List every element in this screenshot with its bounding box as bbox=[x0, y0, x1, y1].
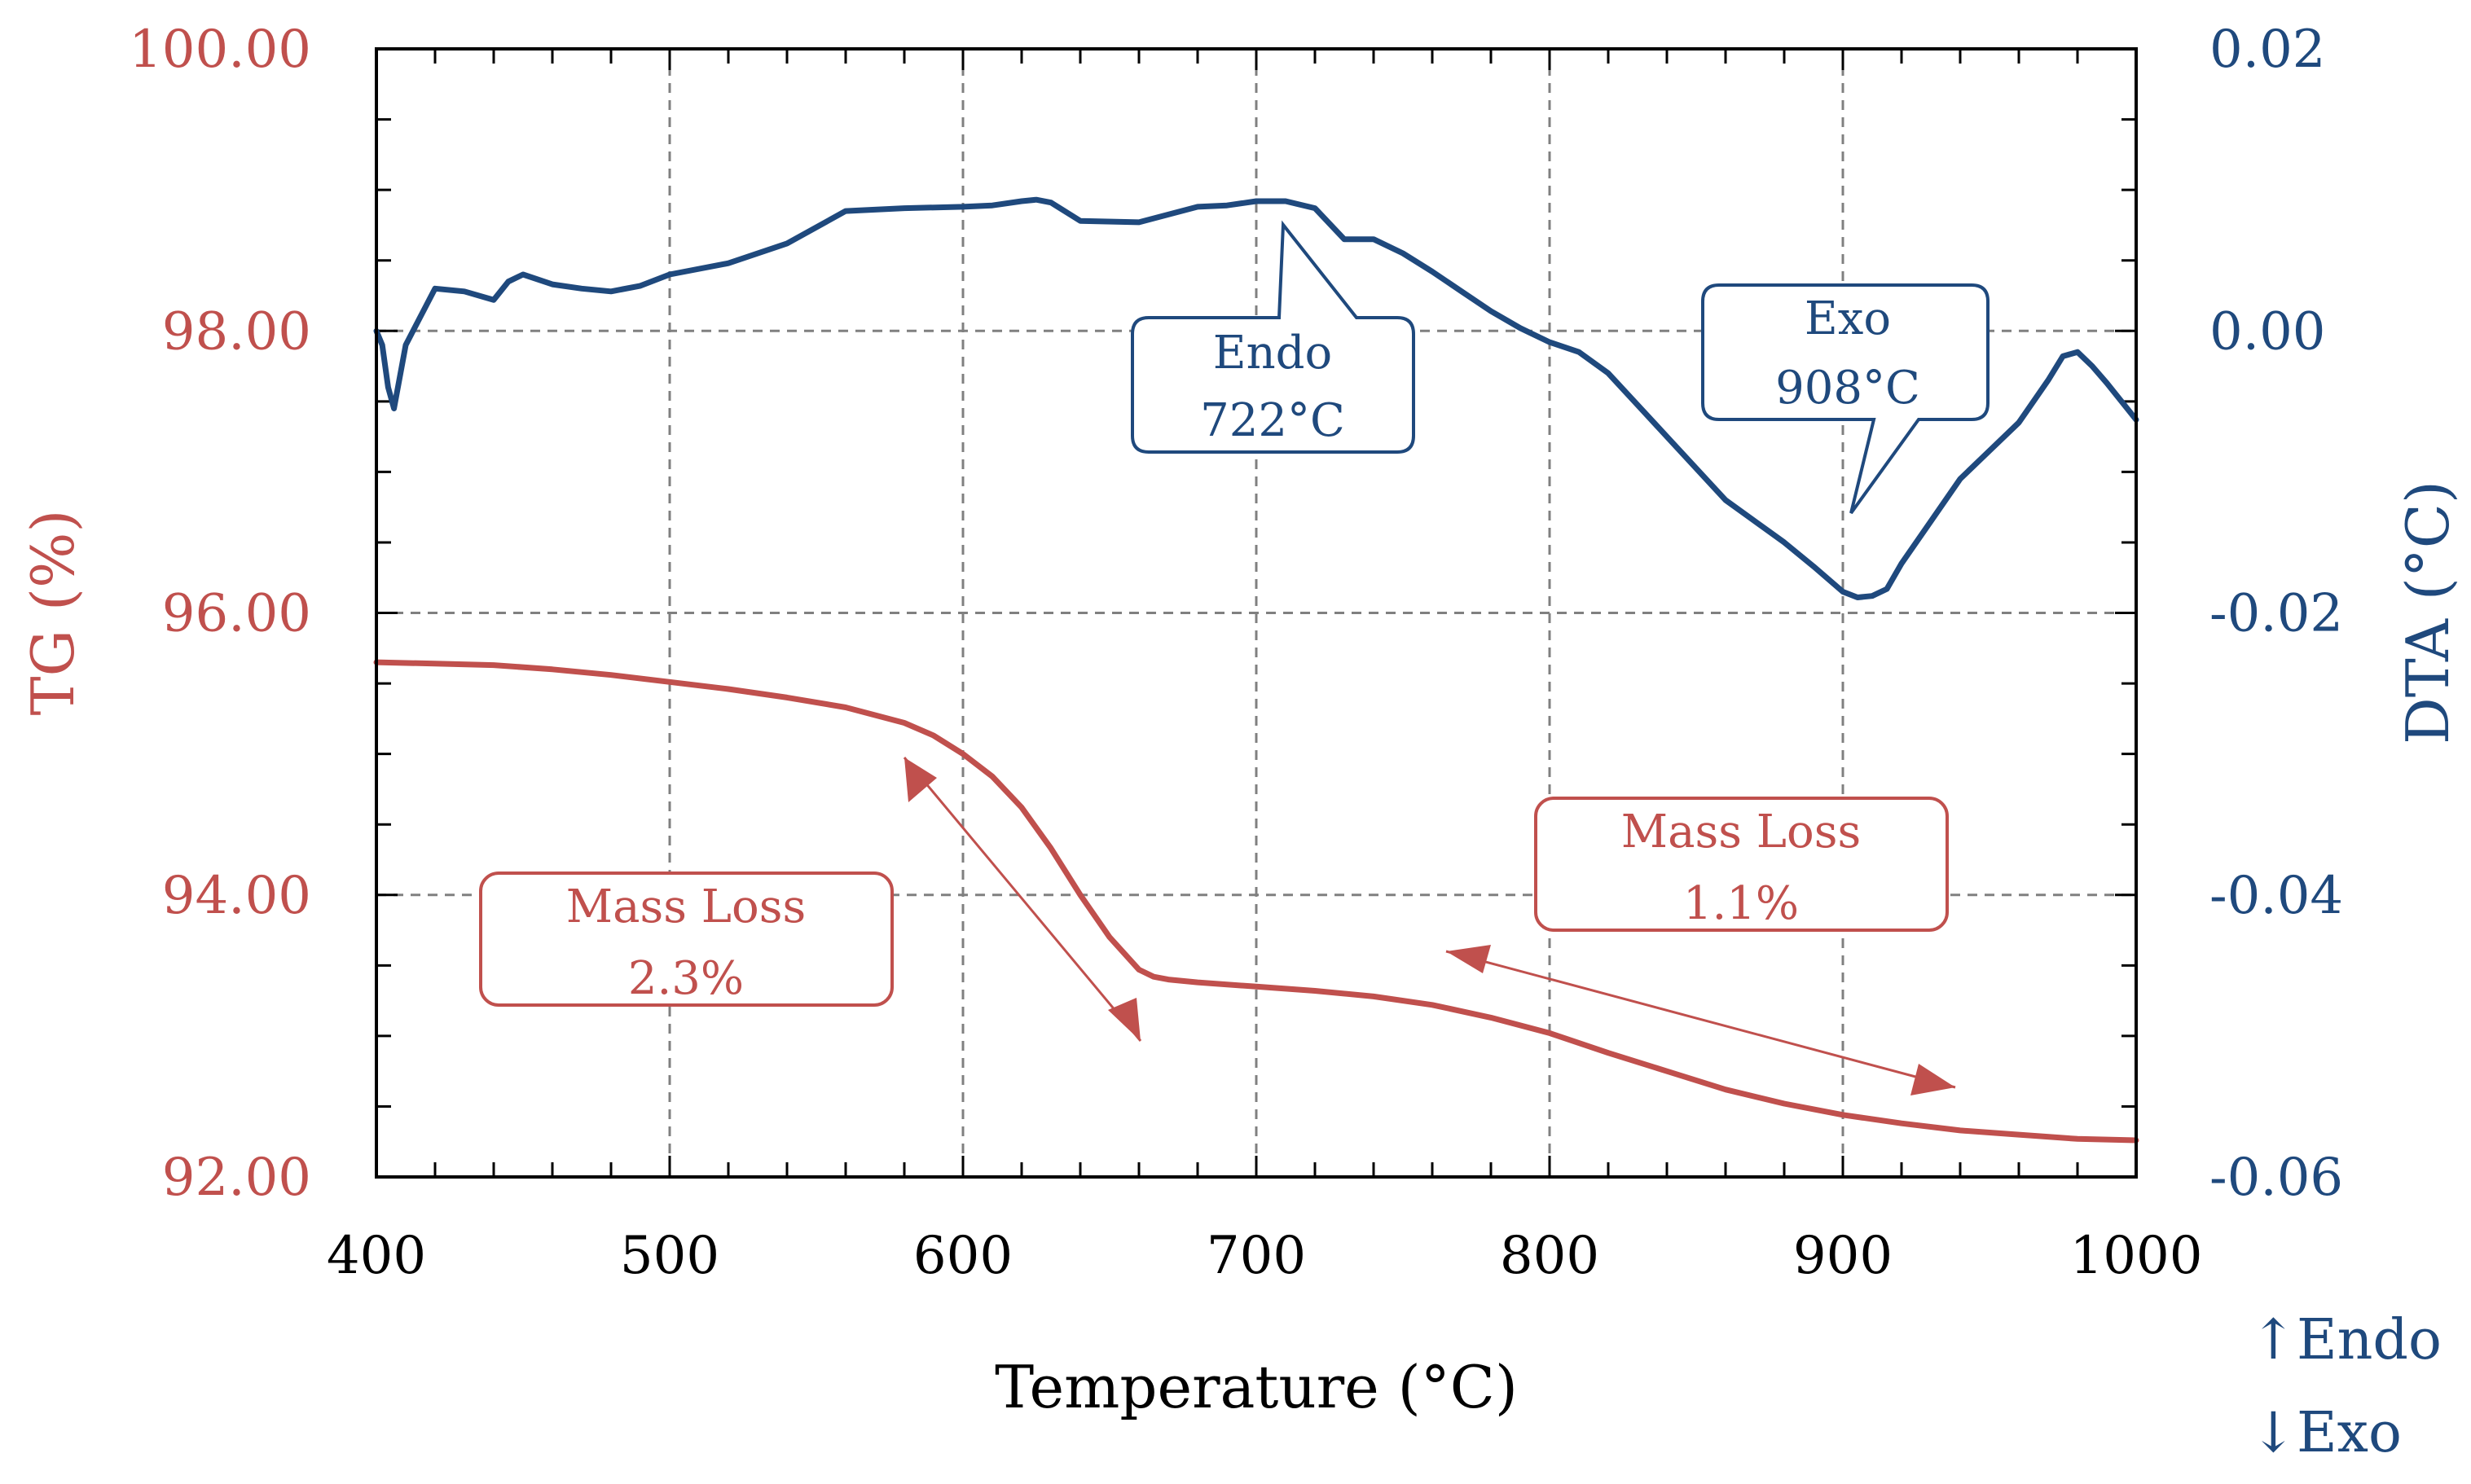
mass-loss-label-2: Mass Loss bbox=[1621, 806, 1861, 858]
dta-tick-label: 0.02 bbox=[2209, 20, 2326, 80]
dta-tick-label: -0.06 bbox=[2209, 1148, 2343, 1208]
plot-frame bbox=[375, 47, 2138, 1179]
dta-axis-ticks: -0.06 -0.04 -0.02 0.00 0.02 bbox=[2209, 20, 2343, 1208]
endo-callout: Endo 722°C bbox=[1131, 220, 1415, 454]
tg-tick-label: 96.00 bbox=[162, 584, 311, 644]
x-tick-label: 800 bbox=[1500, 1226, 1599, 1286]
x-tick-label: 400 bbox=[327, 1226, 426, 1286]
tg-tick-label: 94.00 bbox=[162, 866, 311, 926]
endo-callout-temp: 722°C bbox=[1200, 394, 1345, 447]
mass-loss-arrow-2 bbox=[1445, 950, 1956, 1089]
x-tick-label: 500 bbox=[620, 1226, 719, 1286]
exo-callout-box bbox=[1701, 283, 1990, 515]
mass-loss-value-1: 2.3% bbox=[628, 952, 744, 1005]
x-tick-label: 700 bbox=[1207, 1226, 1306, 1286]
exo-callout-label: Exo bbox=[1805, 292, 1891, 345]
tg-tick-label: 100.00 bbox=[129, 20, 311, 80]
dta-axis-title: DTA (°C) bbox=[2394, 481, 2462, 744]
tg-tick-label: 92.00 bbox=[162, 1148, 311, 1208]
tg-series-line bbox=[373, 659, 2139, 1144]
tg-axis-title: TG (%) bbox=[19, 509, 87, 715]
endo-callout-label: Endo bbox=[1213, 327, 1333, 380]
exo-direction-legend: ↓Exo bbox=[2250, 1401, 2402, 1465]
mass-loss-annotation-2: Mass Loss 1.1% bbox=[1445, 797, 1956, 1095]
mass-loss-arrow-1 bbox=[903, 757, 1142, 1042]
x-tick-label: 900 bbox=[1793, 1226, 1893, 1286]
mass-loss-box-1 bbox=[479, 872, 894, 1007]
tg-axis-ticks: 92.00 94.00 96.00 98.00 100.00 bbox=[129, 20, 311, 1208]
mass-loss-arrowhead-2b bbox=[1910, 1064, 1955, 1095]
mass-loss-arrowhead-1a bbox=[904, 757, 937, 802]
x-tick-label: 600 bbox=[913, 1226, 1013, 1286]
mass-loss-box-2 bbox=[1534, 797, 1949, 932]
exo-callout: Exo 908°C bbox=[1701, 283, 1990, 515]
mass-loss-label-1: Mass Loss bbox=[566, 880, 806, 933]
dta-tick-label: 0.00 bbox=[2209, 301, 2326, 362]
endo-callout-box bbox=[1131, 220, 1415, 454]
mass-loss-arrowhead-1b bbox=[1108, 998, 1141, 1041]
endo-direction-legend: ↑Endo bbox=[2250, 1308, 2442, 1372]
x-tick-label: 1000 bbox=[2070, 1226, 2203, 1286]
dta-series-line bbox=[373, 196, 2139, 600]
tg-tick-label: 98.00 bbox=[162, 301, 311, 362]
mass-loss-value-2: 1.1% bbox=[1683, 877, 1799, 930]
dta-tick-label: -0.04 bbox=[2209, 866, 2343, 926]
mass-loss-arrowhead-2a bbox=[1446, 945, 1491, 973]
exo-callout-temp: 908°C bbox=[1775, 362, 1920, 415]
x-axis-ticks: 400 500 600 700 800 900 1000 bbox=[327, 1226, 2203, 1286]
x-axis-title: Temperature (°C) bbox=[995, 1353, 1518, 1421]
dta-tick-label: -0.02 bbox=[2209, 584, 2343, 644]
mass-loss-annotation-1: Mass Loss 2.3% bbox=[479, 757, 1142, 1042]
